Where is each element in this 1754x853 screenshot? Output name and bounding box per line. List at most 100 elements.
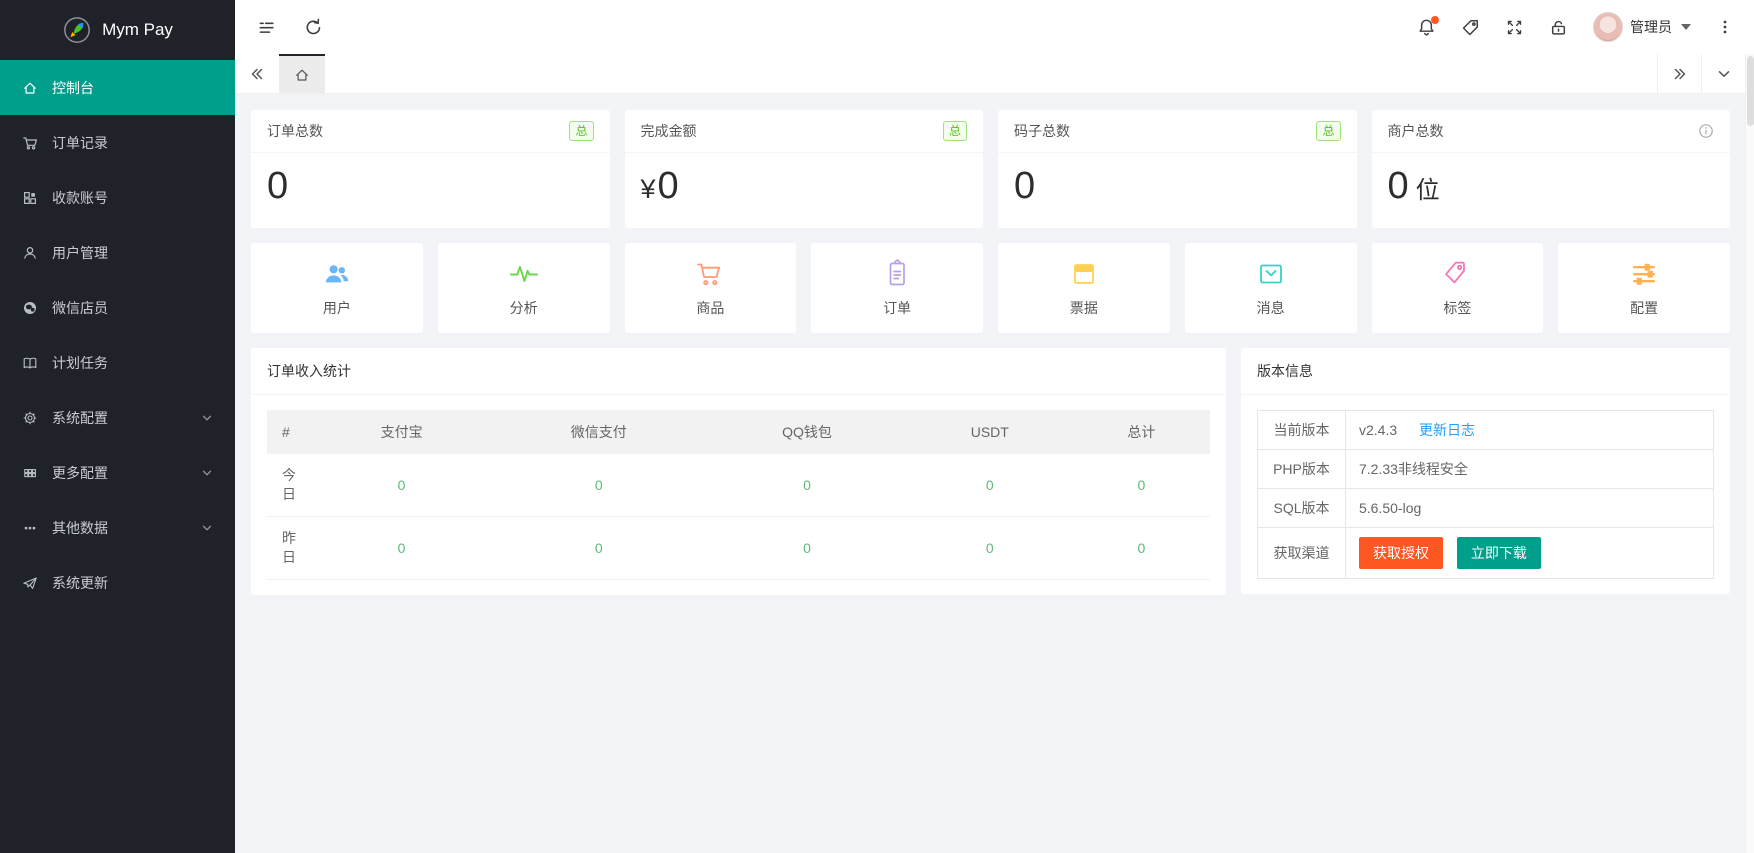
shortcut-label: 用户 bbox=[322, 300, 351, 316]
row-label: SQL版本 bbox=[1257, 488, 1346, 528]
rocket-icon bbox=[62, 15, 92, 45]
row-label: 当前版本 bbox=[1257, 410, 1346, 450]
shortcut-goods[interactable]: 商品 bbox=[624, 243, 797, 333]
stat-value: 0 bbox=[657, 165, 679, 207]
sidebar-item-label: 控制台 bbox=[52, 79, 94, 96]
sidebar-nav: 控制台 订单记录 收款账号 bbox=[0, 60, 235, 610]
shortcut-messages[interactable]: 消息 bbox=[1184, 243, 1357, 333]
stat-value: 0 bbox=[1014, 165, 1036, 207]
shortcut-label: 配置 bbox=[1630, 300, 1659, 316]
home-tab[interactable] bbox=[279, 54, 325, 93]
scroll-tabs-right-button[interactable] bbox=[1657, 54, 1701, 93]
download-now-button[interactable]: 立即下载 bbox=[1456, 537, 1541, 569]
sidebar-item-wechat-staff[interactable]: 微信店员 bbox=[0, 280, 235, 335]
stat-title: 商户总数 bbox=[1387, 123, 1444, 139]
notification-dot bbox=[1431, 15, 1439, 24]
sidebar-item-payment-accounts[interactable]: 收款账号 bbox=[0, 170, 235, 225]
column-header: # bbox=[267, 410, 313, 454]
sidebar-item-scheduled-tasks[interactable]: 计划任务 bbox=[0, 335, 235, 390]
changelog-link[interactable]: 更新日志 bbox=[1419, 422, 1476, 438]
tab-actions-dropdown-button[interactable] bbox=[1701, 54, 1745, 93]
sidebar-item-label: 更多配置 bbox=[52, 464, 108, 481]
user-menu[interactable]: 管理员 bbox=[1593, 12, 1691, 42]
version-panel: 版本信息 当前版本 v2.4.3 更新日志 bbox=[1241, 348, 1730, 594]
column-header: 总计 bbox=[1072, 410, 1210, 454]
shortcut-analysis[interactable]: 分析 bbox=[437, 243, 610, 333]
cell-value: 0 bbox=[313, 454, 491, 517]
shortcut-tags[interactable]: 标签 bbox=[1371, 243, 1544, 333]
dashboard-content: 订单总数 总 0 完成金额 总 ¥0 码子总数 bbox=[235, 94, 1754, 853]
vertical-scrollbar[interactable] bbox=[1745, 54, 1754, 853]
sidebar-toggle-button[interactable] bbox=[257, 18, 276, 37]
shortcuts-row: 用户 分析 商品 订单 bbox=[251, 243, 1730, 333]
sidebar-item-label: 系统更新 bbox=[52, 574, 108, 591]
table-row-yesterday: 昨日 0 0 0 0 0 bbox=[267, 516, 1210, 580]
lock-button[interactable] bbox=[1549, 18, 1568, 37]
sidebar-item-more-config[interactable]: 更多配置 bbox=[0, 445, 235, 500]
info-circle-icon[interactable] bbox=[1698, 123, 1714, 139]
shortcut-label: 订单 bbox=[883, 300, 912, 316]
chevron-down-icon bbox=[201, 467, 213, 479]
sidebar-item-label: 计划任务 bbox=[52, 354, 108, 371]
shortcut-label: 标签 bbox=[1443, 300, 1472, 316]
version-row-current: 当前版本 v2.4.3 更新日志 bbox=[1257, 410, 1714, 450]
tab-spacer bbox=[325, 54, 1657, 93]
total-badge: 总 bbox=[942, 121, 967, 141]
column-header: 支付宝 bbox=[313, 410, 491, 454]
fullscreen-button[interactable] bbox=[1505, 18, 1524, 37]
stat-value: 0 bbox=[267, 165, 289, 207]
sidebar-item-order-records[interactable]: 订单记录 bbox=[0, 115, 235, 170]
shortcut-label: 商品 bbox=[696, 300, 725, 316]
grid-icon bbox=[22, 465, 38, 481]
paper-plane-icon bbox=[22, 575, 38, 591]
cell-value: 0 bbox=[906, 454, 1073, 517]
sidebar-item-system-config[interactable]: 系统配置 bbox=[0, 390, 235, 445]
shortcut-label: 消息 bbox=[1256, 300, 1285, 316]
sidebar-item-label: 收款账号 bbox=[52, 189, 108, 206]
sidebar-item-label: 系统配置 bbox=[52, 409, 108, 426]
shortcut-orders[interactable]: 订单 bbox=[811, 243, 983, 333]
tabbar bbox=[235, 54, 1754, 94]
sidebar-item-console[interactable]: 控制台 bbox=[0, 60, 235, 115]
shortcut-users[interactable]: 用户 bbox=[251, 243, 423, 333]
chevron-down-icon bbox=[201, 522, 213, 534]
sidebar-item-other-data[interactable]: 其他数据 bbox=[0, 500, 235, 555]
topbar: 管理员 bbox=[235, 0, 1754, 54]
total-badge: 总 bbox=[569, 121, 594, 141]
cell-value: 0 bbox=[490, 454, 708, 517]
book-icon bbox=[22, 355, 38, 371]
table-row-today: 今日 0 0 0 0 0 bbox=[267, 454, 1210, 517]
wechat-icon bbox=[22, 300, 38, 316]
sliders-icon bbox=[1628, 258, 1660, 290]
more-menu-button[interactable] bbox=[1716, 18, 1734, 36]
cell-value: 0 bbox=[490, 516, 708, 580]
stat-card-codes: 码子总数 总 0 bbox=[998, 110, 1357, 228]
ellipsis-icon bbox=[22, 520, 38, 536]
scroll-tabs-left-button[interactable] bbox=[235, 54, 279, 93]
sidebar-item-user-management[interactable]: 用户管理 bbox=[0, 225, 235, 280]
shortcut-config[interactable]: 配置 bbox=[1558, 243, 1730, 333]
user-icon bbox=[22, 245, 38, 261]
version-number: v2.4.3 bbox=[1359, 422, 1398, 438]
get-license-button[interactable]: 获取授权 bbox=[1359, 537, 1443, 569]
gear-icon bbox=[22, 410, 38, 426]
cell-value: 0 bbox=[1072, 516, 1210, 580]
main-area: 管理员 bbox=[235, 0, 1754, 853]
row-label: 今日 bbox=[267, 454, 313, 517]
logo: Mym Pay bbox=[0, 0, 235, 60]
refresh-button[interactable] bbox=[304, 18, 323, 37]
app-title: Mym Pay bbox=[102, 20, 173, 39]
scrollbar-thumb[interactable] bbox=[1747, 56, 1754, 126]
notification-bell-button[interactable] bbox=[1417, 15, 1439, 37]
column-header: USDT bbox=[906, 410, 1073, 454]
tag-button[interactable] bbox=[1461, 18, 1480, 37]
stats-row: 订单总数 总 0 完成金额 总 ¥0 码子总数 bbox=[251, 110, 1730, 228]
stat-value: 0 bbox=[1387, 165, 1409, 207]
income-panel-title: 订单收入统计 bbox=[251, 348, 1226, 395]
sidebar-item-system-update[interactable]: 系统更新 bbox=[0, 555, 235, 610]
cart-icon bbox=[694, 258, 726, 290]
card-grid-icon bbox=[22, 190, 38, 206]
version-row-channel: 获取渠道 获取授权 立即下载 bbox=[1257, 527, 1714, 579]
shortcut-tickets[interactable]: 票据 bbox=[998, 243, 1170, 333]
total-badge: 总 bbox=[1316, 121, 1341, 141]
